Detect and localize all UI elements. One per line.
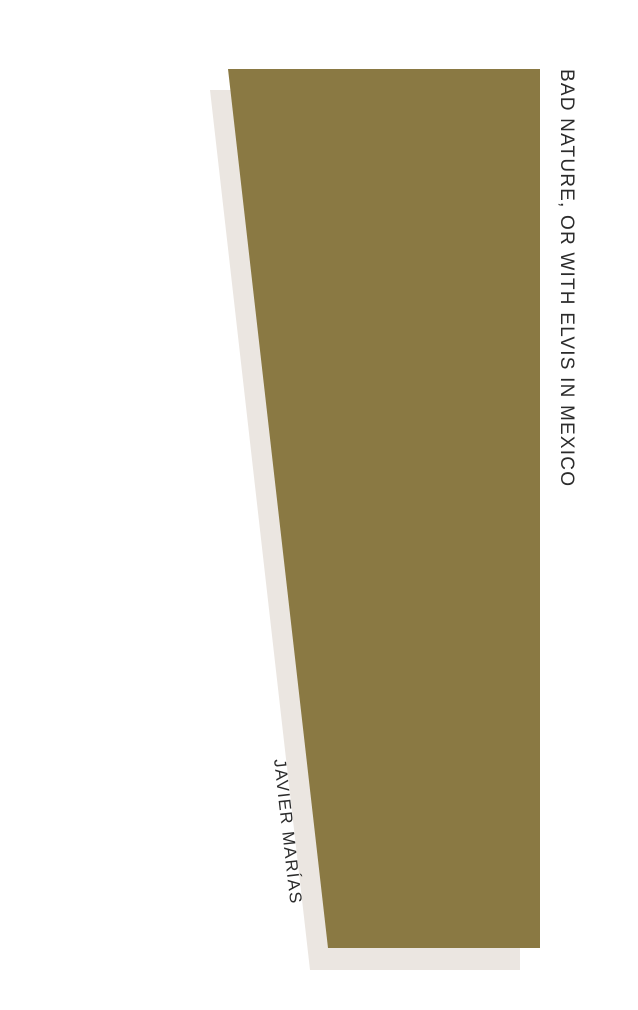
book-title: BAD NATURE, OR WITH ELVIS IN MEXICO [556, 69, 577, 488]
olive-shape [228, 69, 540, 948]
